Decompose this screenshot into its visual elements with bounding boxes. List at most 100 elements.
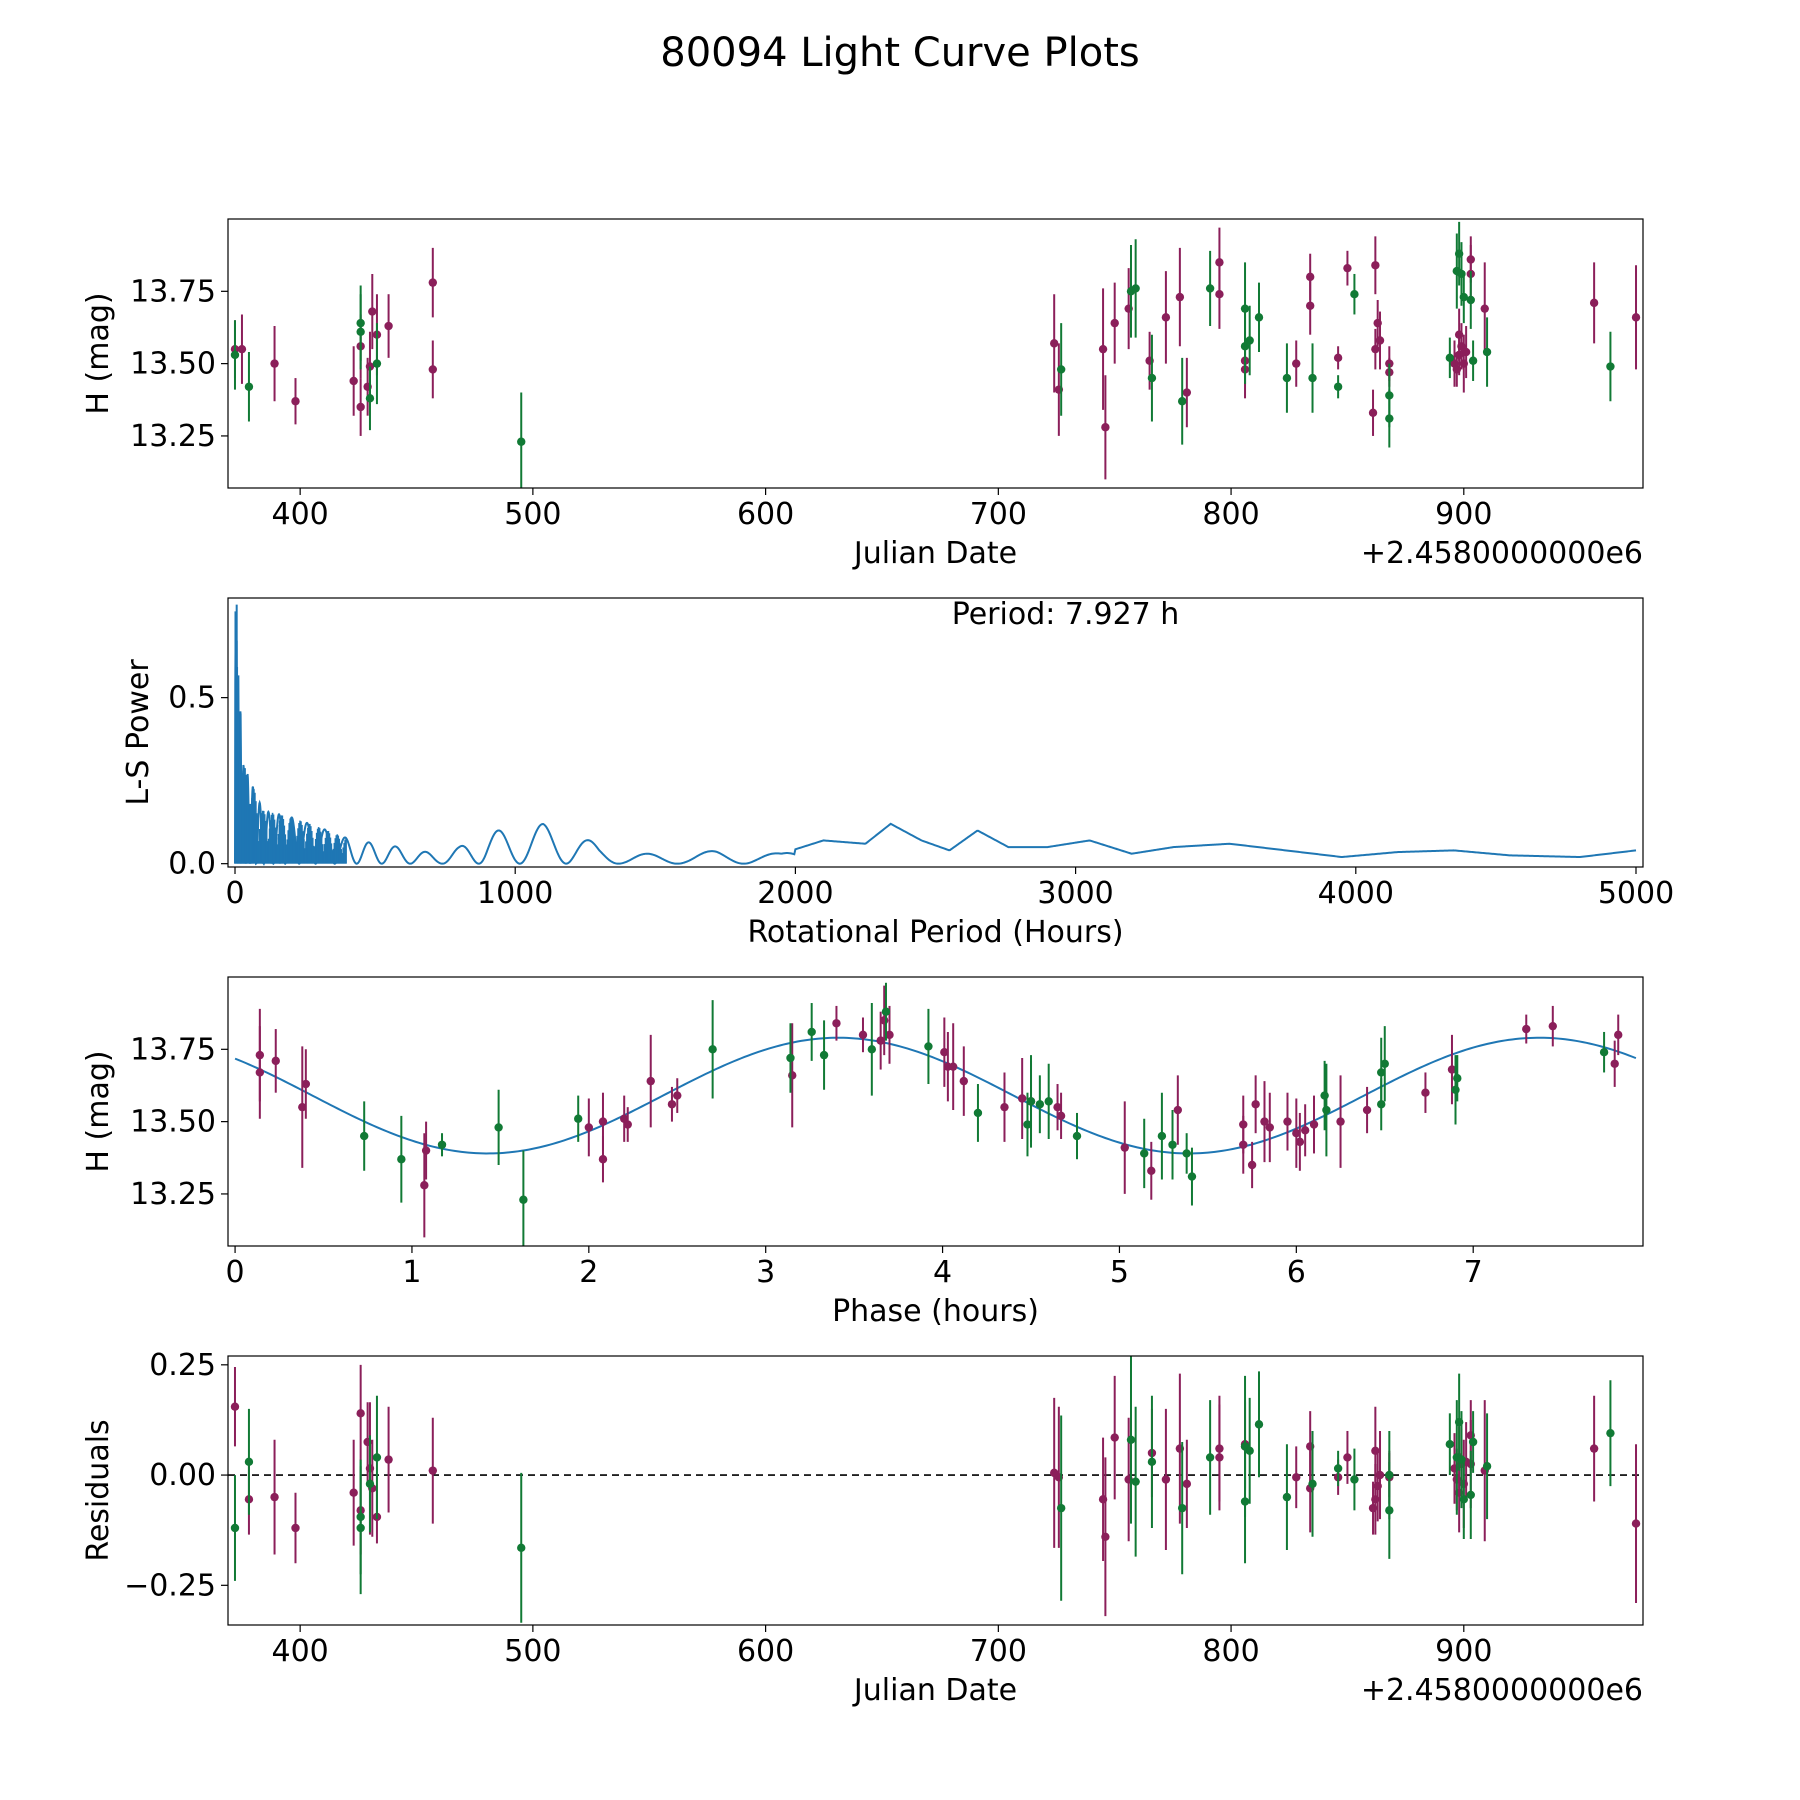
data-point <box>1631 313 1641 322</box>
series-green <box>230 221 1615 488</box>
y-tick-label: 0.5 <box>168 681 216 716</box>
data-point <box>1245 336 1254 345</box>
data-point <box>1466 1490 1475 1500</box>
data-point <box>1147 1457 1157 1467</box>
data-point <box>1377 1068 1386 1077</box>
data-point <box>1168 1140 1177 1149</box>
data-point <box>867 1045 877 1054</box>
data-point <box>1333 1464 1343 1473</box>
data-point <box>428 278 438 287</box>
data-point <box>1017 1094 1027 1103</box>
x-tick-label: 4 <box>933 1255 952 1290</box>
x-axis-label: Julian Date <box>852 1673 1017 1708</box>
data-point <box>291 1523 300 1533</box>
data-point <box>1305 301 1315 310</box>
data-point <box>1177 1503 1187 1513</box>
x-axis-label: Julian Date <box>852 536 1017 571</box>
data-point <box>1292 1128 1301 1138</box>
data-point <box>1182 388 1192 397</box>
x-axis-label: Phase (hours) <box>832 1294 1039 1329</box>
data-point <box>948 1062 958 1071</box>
series-green <box>230 1356 1615 1623</box>
y-tick-label: 13.50 <box>130 347 216 382</box>
data-point <box>646 1076 655 1086</box>
y-axis-label: Residuals <box>81 1419 116 1561</box>
x-tick-label: 4000 <box>1318 876 1394 911</box>
data-point <box>1447 1065 1457 1074</box>
data-point <box>356 402 365 412</box>
data-point <box>270 1492 279 1502</box>
x-offset-label: +2.4580000000e6 <box>1361 1673 1643 1708</box>
y-tick-label: −0.25 <box>124 1568 216 1603</box>
y-tick-label: 0.0 <box>168 847 216 882</box>
data-point <box>1362 1105 1372 1115</box>
data-point <box>1350 290 1359 299</box>
data-point <box>1610 1059 1619 1068</box>
data-point <box>349 376 358 386</box>
data-point <box>1049 339 1059 348</box>
data-point <box>1451 1085 1460 1095</box>
data-point <box>298 1102 307 1112</box>
data-point <box>1205 1453 1215 1462</box>
data-point <box>1322 1105 1331 1115</box>
data-point <box>1245 1446 1254 1456</box>
data-point <box>365 394 375 403</box>
x-tick-label: 700 <box>970 497 1027 532</box>
x-tick-label: 600 <box>737 497 794 532</box>
data-point <box>598 1155 608 1164</box>
data-point <box>1480 304 1489 313</box>
data-point <box>1254 313 1264 322</box>
data-point <box>1254 1420 1264 1429</box>
data-point <box>1385 1470 1394 1480</box>
data-point <box>437 1140 447 1149</box>
data-point <box>1053 1102 1062 1112</box>
data-point <box>786 1053 795 1063</box>
data-point <box>1147 1166 1156 1175</box>
data-point <box>598 1117 608 1126</box>
data-point <box>1120 1143 1129 1152</box>
x-tick-label: 2000 <box>757 876 833 911</box>
data-point <box>1606 1428 1615 1438</box>
data-point <box>1282 1492 1292 1502</box>
data-point <box>1548 1021 1557 1031</box>
data-point <box>244 1457 254 1467</box>
data-point <box>1468 1437 1478 1447</box>
data-point <box>365 1479 375 1489</box>
y-tick-label: 0.25 <box>149 1348 216 1383</box>
x-tick-label: 6 <box>1287 1255 1306 1290</box>
data-point <box>1614 1030 1623 1040</box>
data-point <box>1468 356 1478 365</box>
data-point <box>1187 1172 1197 1181</box>
y-tick-label: 13.75 <box>130 1032 216 1067</box>
data-point <box>291 397 300 406</box>
data-point <box>788 1071 797 1080</box>
data-point <box>1044 1097 1053 1106</box>
fit-curve <box>234 1036 1637 1155</box>
data-point <box>1260 1117 1269 1126</box>
data-point <box>1522 1024 1531 1034</box>
plot-frame <box>227 218 1644 489</box>
data-point <box>271 1056 280 1066</box>
data-point <box>1147 373 1157 383</box>
data-point <box>1308 1479 1317 1489</box>
data-point <box>1292 1473 1301 1482</box>
data-point <box>1371 261 1380 270</box>
x-tick-label: 900 <box>1435 1634 1492 1669</box>
data-point <box>356 1512 365 1522</box>
data-point <box>1343 1453 1352 1462</box>
data-point <box>517 437 526 446</box>
data-point <box>359 1131 369 1141</box>
data-point <box>1035 1100 1045 1109</box>
data-point <box>832 1019 841 1028</box>
ls-plot-area <box>234 604 1637 866</box>
data-point <box>270 359 279 368</box>
data-point <box>372 359 382 368</box>
x-tick-label: 1000 <box>477 876 553 911</box>
data-point <box>1140 1149 1149 1158</box>
data-point <box>1445 1439 1455 1449</box>
data-point <box>428 1466 438 1475</box>
y-tick-label: 13.25 <box>130 419 216 454</box>
light-curve-panel: 400 500 600 700 800 900 13.25 13.50 13.75 Julian … <box>81 218 1644 571</box>
data-point <box>1247 1160 1257 1170</box>
data-point <box>1072 1131 1082 1141</box>
